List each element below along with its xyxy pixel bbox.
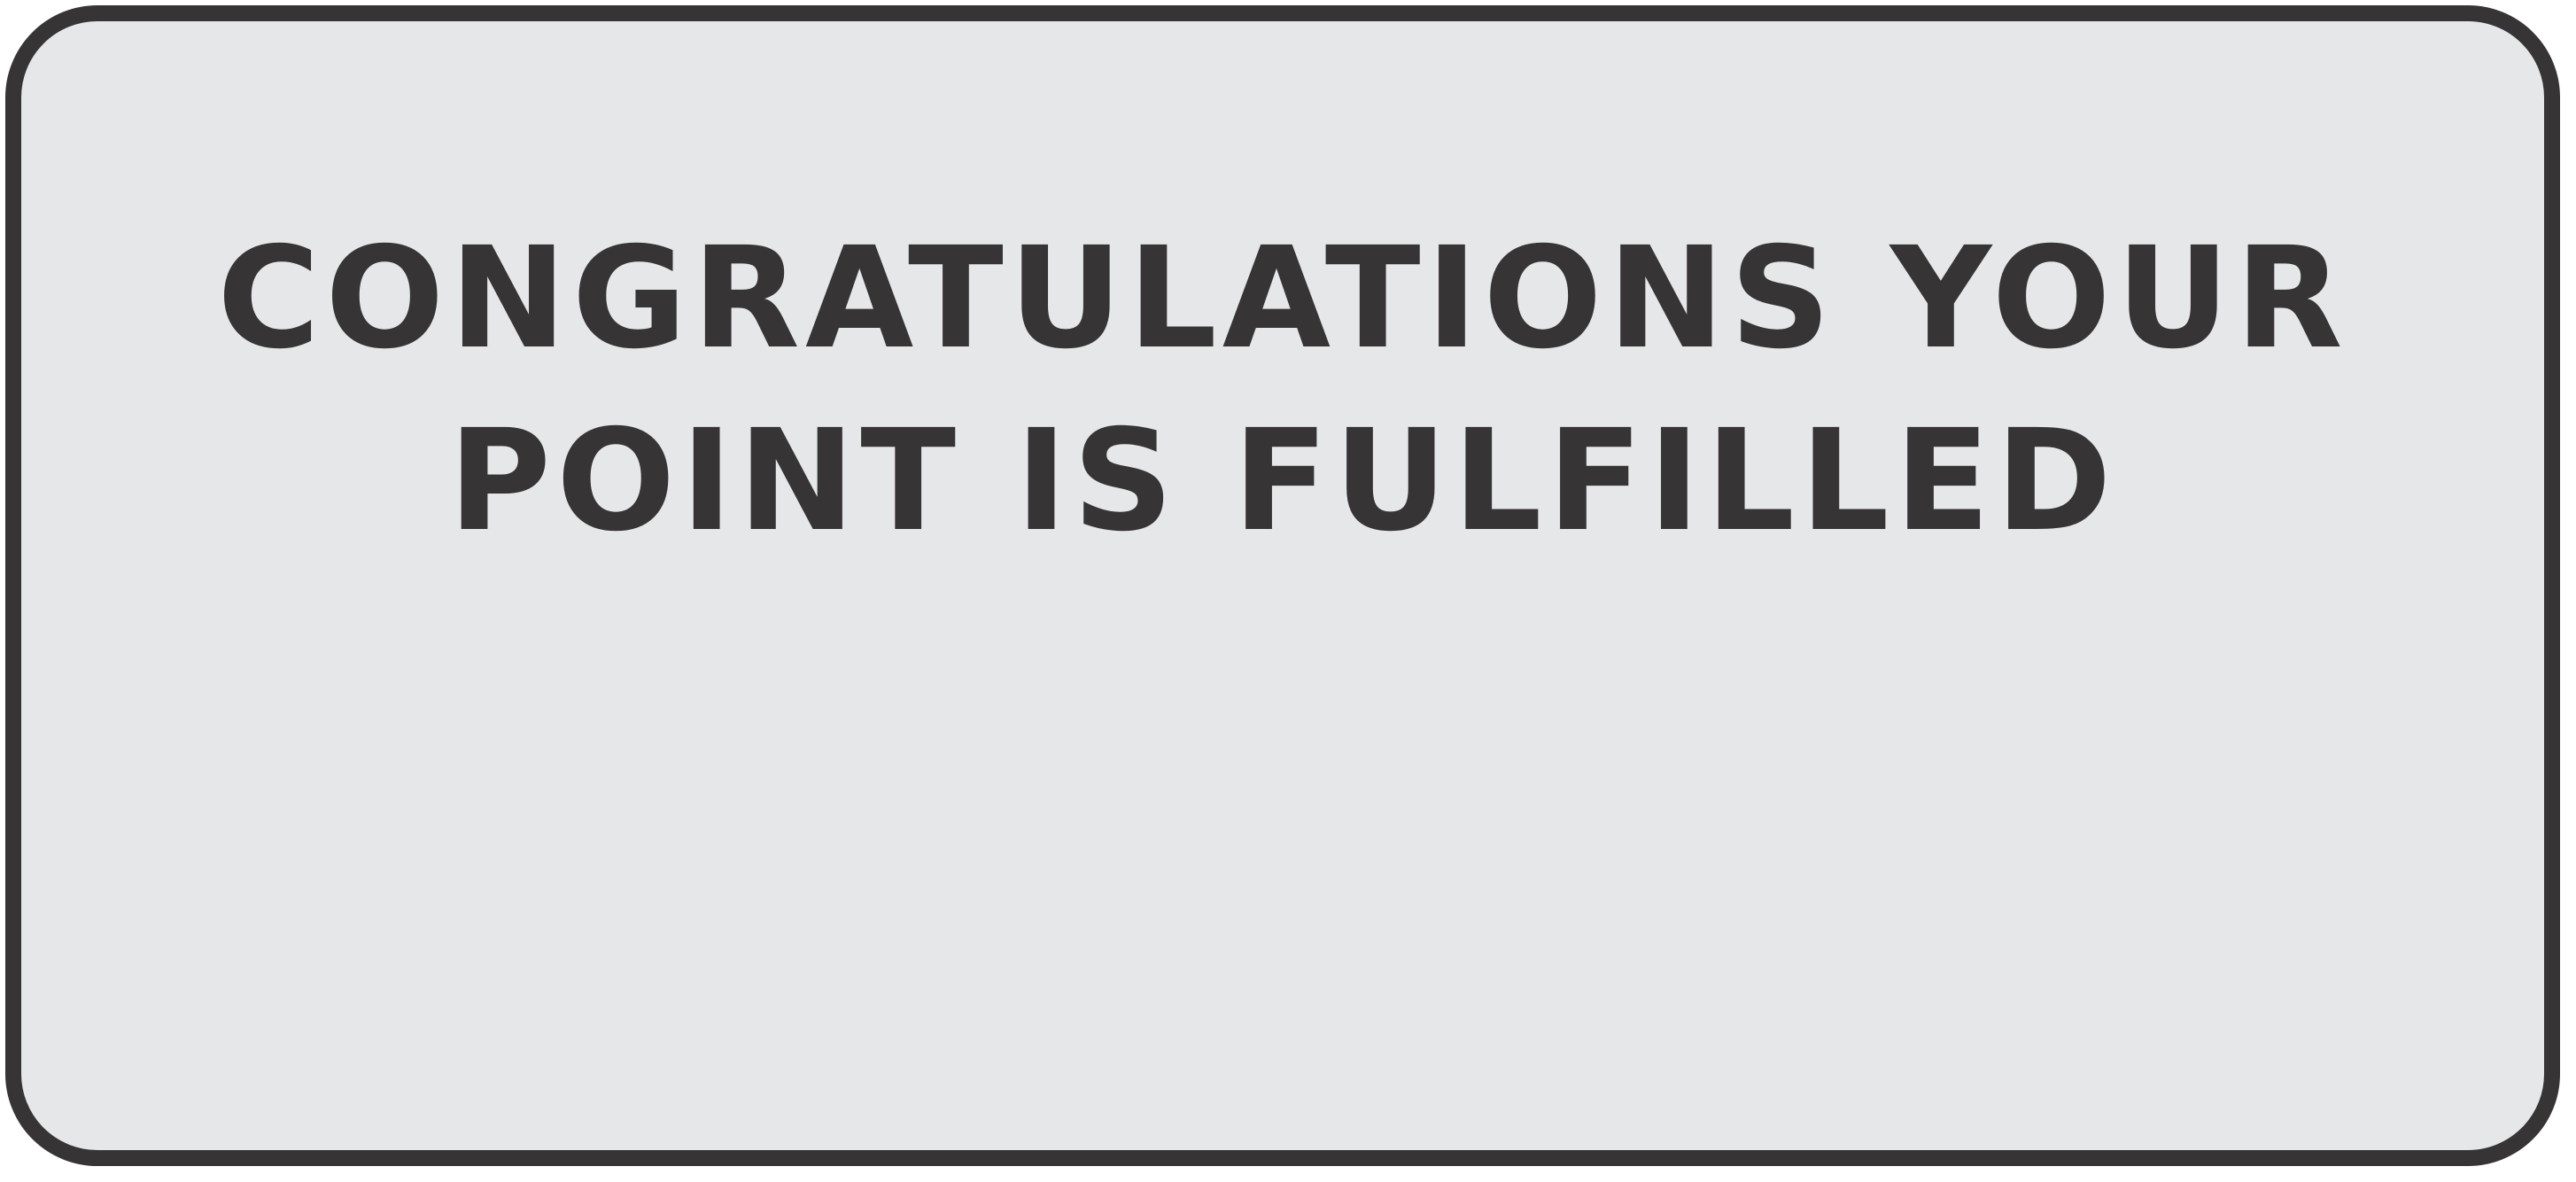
message-line-1: CONGRATULATIONS YOUR xyxy=(217,217,2348,380)
message-card: CONGRATULATIONS YOUR POINT IS FULFILLED xyxy=(5,5,2560,1166)
message-line-2: POINT IS FULFILLED xyxy=(448,400,2117,563)
congratulations-message: CONGRATULATIONS YOUR POINT IS FULFILLED xyxy=(21,207,2544,572)
